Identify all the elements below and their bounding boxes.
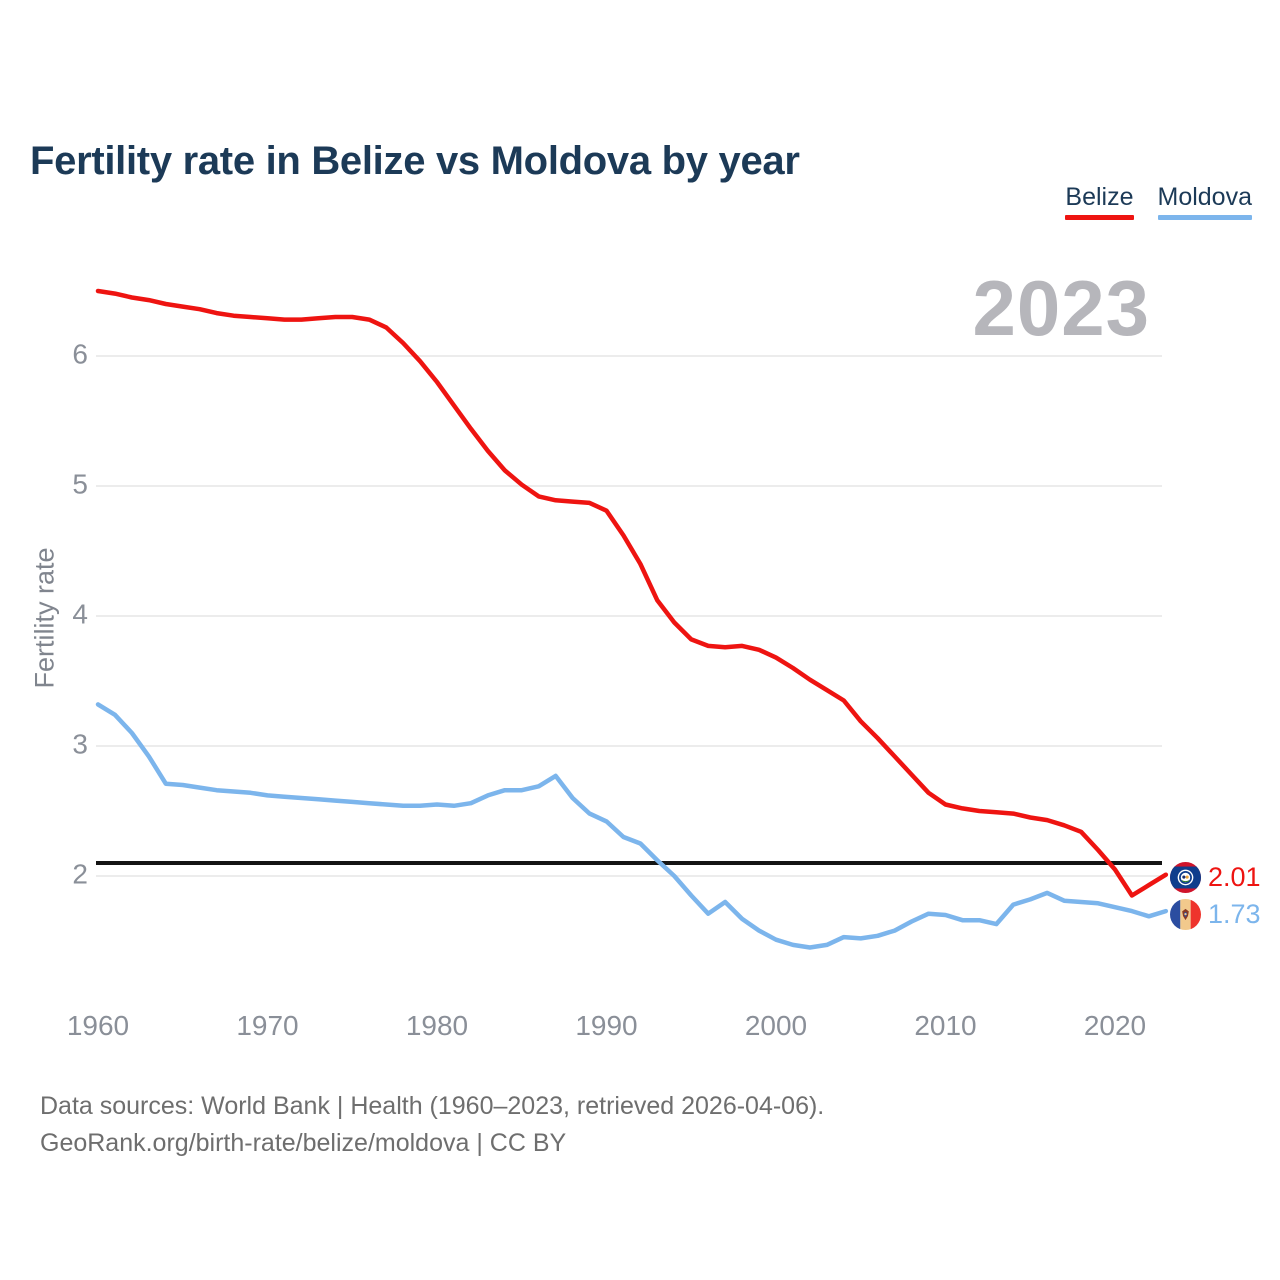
belize-flag-icon bbox=[1170, 861, 1201, 893]
year-watermark: 2023 bbox=[972, 264, 1150, 352]
x-tick-label: 2010 bbox=[914, 1010, 977, 1041]
legend-label-moldova: Moldova bbox=[1157, 183, 1253, 211]
moldova-series-line bbox=[95, 702, 1169, 950]
belize-series-line bbox=[95, 288, 1169, 898]
y-tick-label: 4 bbox=[72, 598, 88, 630]
data-sources-line: Data sources: World Bank | Health (1960–… bbox=[40, 1092, 825, 1120]
end-label-belize: 2.01 bbox=[1170, 860, 1261, 894]
x-tick-label: 2020 bbox=[1083, 1010, 1147, 1041]
legend-item-belize[interactable]: Belize bbox=[1065, 183, 1134, 220]
legend: Belize Moldova bbox=[1065, 183, 1252, 220]
end-value-belize: 2.01 bbox=[1208, 861, 1261, 892]
end-label-moldova: 1.73 bbox=[1170, 897, 1261, 931]
x-tick-label: 2000 bbox=[744, 1010, 808, 1041]
moldova-flag-icon bbox=[1170, 898, 1201, 930]
x-tick-label: 1990 bbox=[575, 1010, 638, 1041]
x-tick-label: 1980 bbox=[405, 1010, 469, 1041]
legend-label-belize: Belize bbox=[1065, 183, 1134, 211]
x-tick-label: 1960 bbox=[66, 1010, 130, 1041]
y-tick-label: 3 bbox=[72, 728, 88, 760]
legend-underline-belize bbox=[1065, 215, 1134, 220]
end-value-moldova: 1.73 bbox=[1208, 898, 1261, 929]
footer: Data sources: World Bank | Health (1960–… bbox=[40, 1088, 824, 1162]
y-tick-label: 5 bbox=[72, 468, 88, 500]
x-tick-label: 1970 bbox=[236, 1010, 299, 1041]
legend-item-moldova[interactable]: Moldova bbox=[1157, 183, 1253, 220]
y-tick-label: 6 bbox=[72, 338, 88, 370]
legend-underline-moldova bbox=[1157, 215, 1252, 220]
y-tick-label: 2 bbox=[72, 858, 88, 890]
page-title: Fertility rate in Belize vs Moldova by y… bbox=[30, 138, 800, 183]
attribution-line: GeoRank.org/birth-rate/belize/moldova | … bbox=[40, 1129, 567, 1157]
